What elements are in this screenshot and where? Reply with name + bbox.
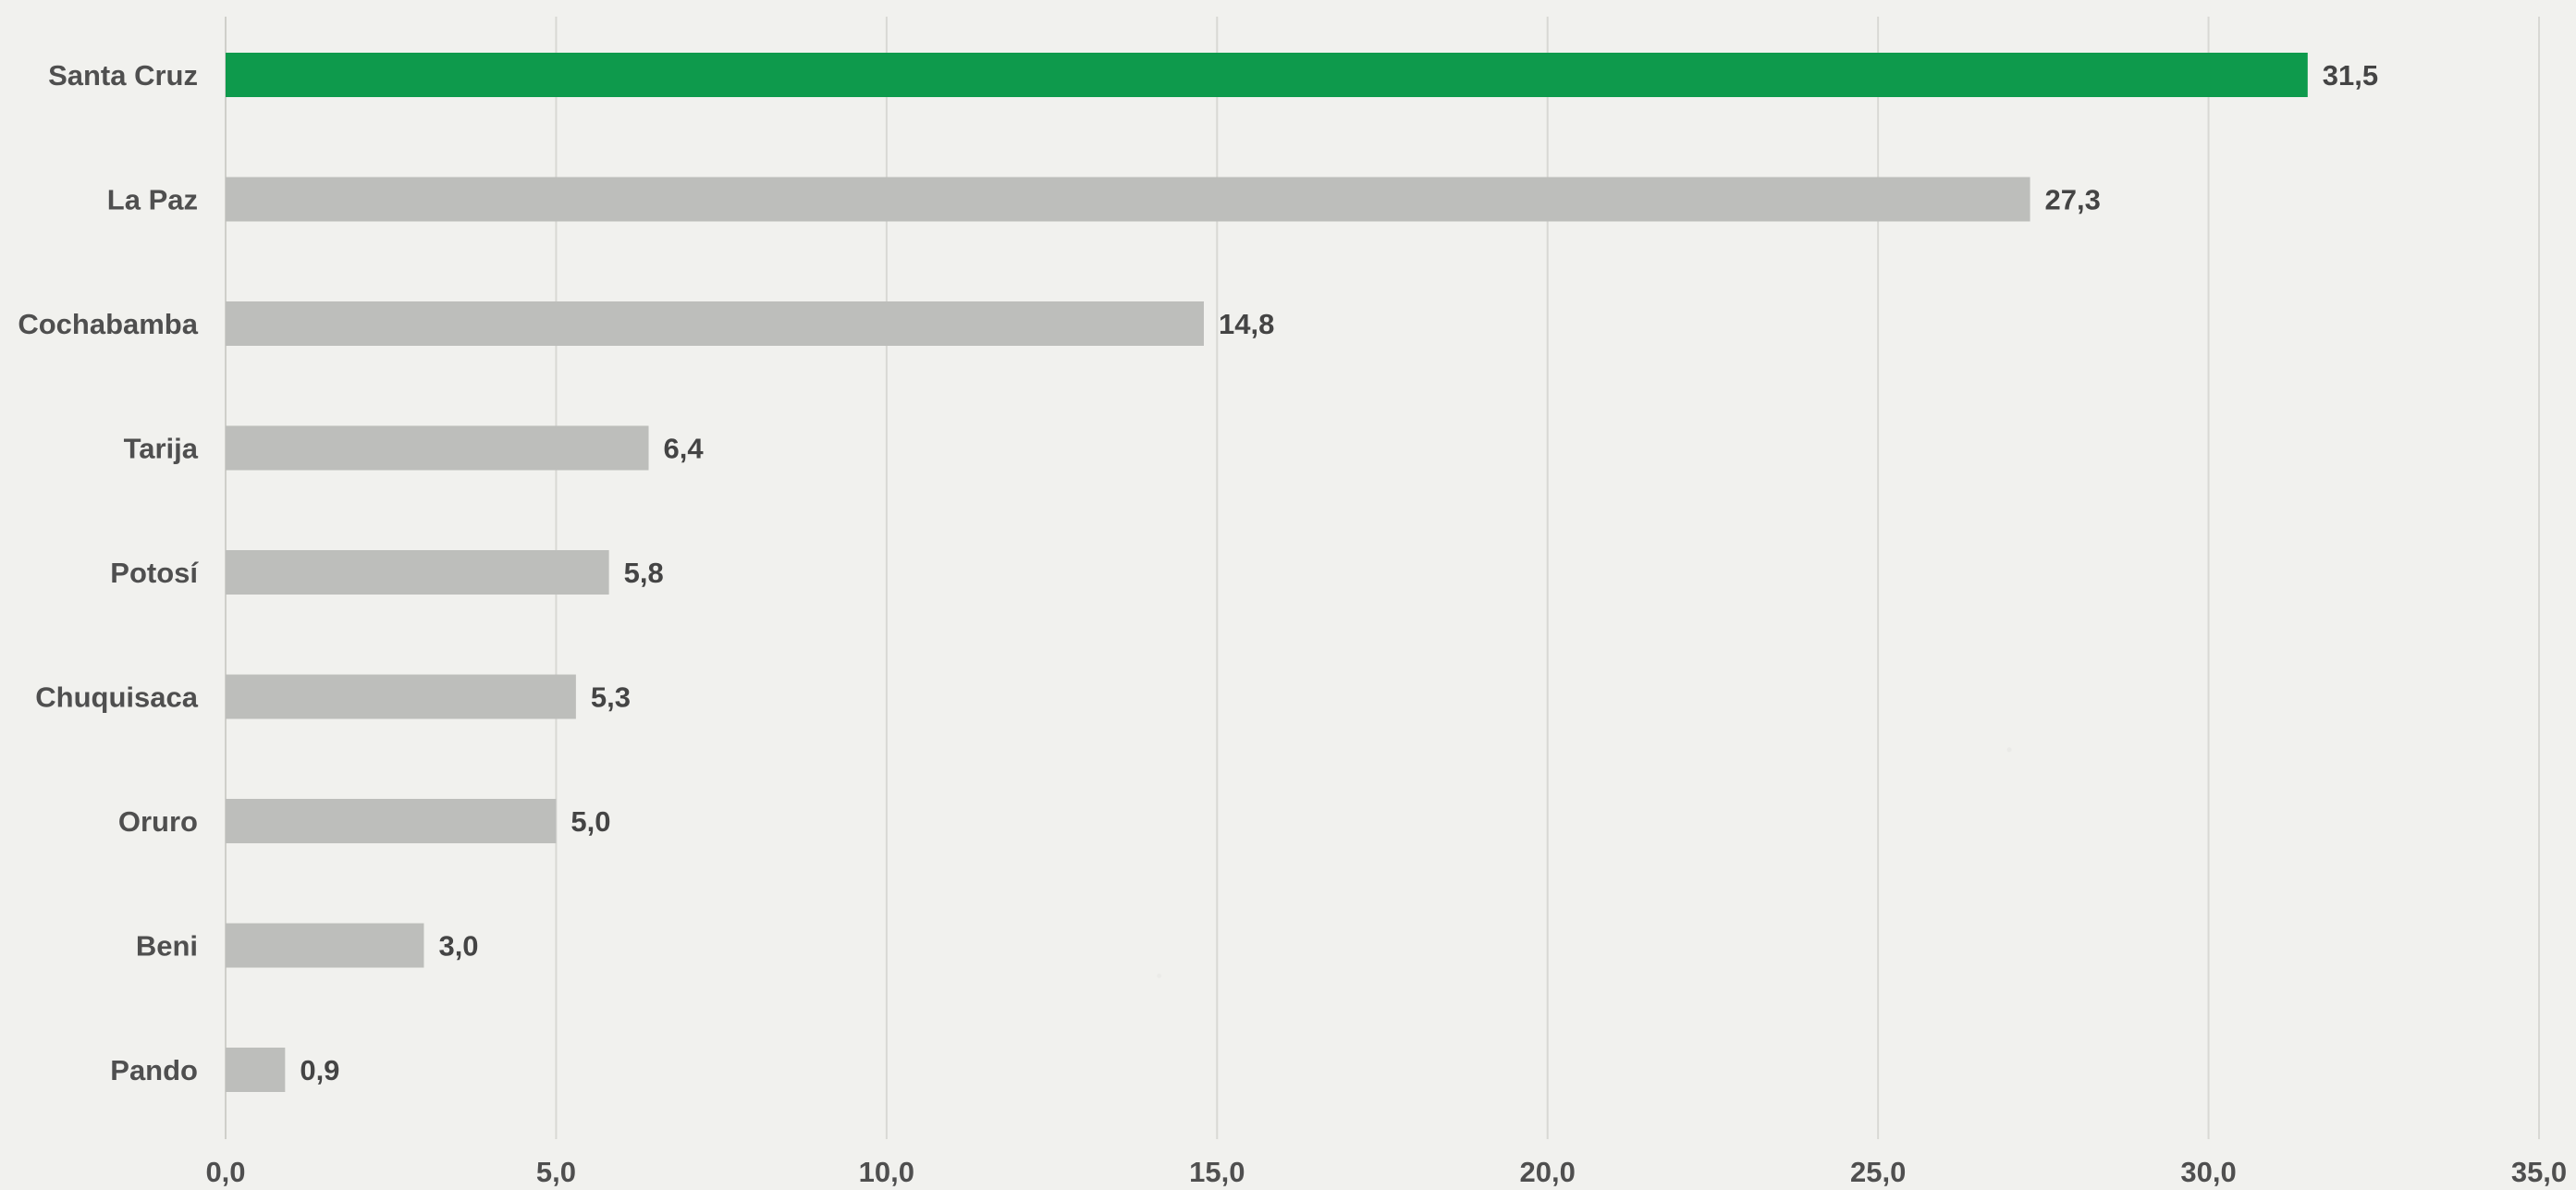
category-label: Potosí: [110, 557, 199, 589]
x-tick-label: 15,0: [1189, 1156, 1245, 1188]
bar-value-label: 5,0: [570, 805, 610, 838]
x-tick-label: 35,0: [2511, 1156, 2567, 1188]
bar-value-label: 3,0: [438, 930, 478, 963]
bar-tarija: [226, 425, 649, 471]
x-tick-label: 5,0: [536, 1156, 576, 1188]
bar-oruro: [226, 799, 557, 843]
x-tick-label: 20,0: [1520, 1156, 1576, 1188]
bar-value-label: 6,4: [664, 433, 705, 465]
x-tick-label: 0,0: [205, 1156, 245, 1188]
bar-value-label: 27,3: [2045, 184, 2101, 216]
x-tick-label: 10,0: [859, 1156, 914, 1188]
category-label: La Paz: [107, 184, 198, 216]
x-tick-label: 25,0: [1850, 1156, 1906, 1188]
bar-chuquisaca: [226, 674, 576, 719]
category-label: Santa Cruz: [48, 59, 198, 92]
bar-value-label: 14,8: [1219, 308, 1274, 340]
bar-value-label: 5,3: [591, 681, 631, 714]
bar-beni: [226, 923, 424, 968]
bar-cochabamba: [226, 301, 1204, 346]
bar-santa-cruz: [226, 53, 2308, 97]
bar-value-label: 31,5: [2323, 59, 2378, 92]
bar-value-label: 5,8: [624, 557, 664, 589]
category-label: Tarija: [124, 433, 199, 465]
bars: [226, 53, 2308, 1092]
bar-la-paz: [226, 177, 2030, 222]
category-label: Beni: [136, 930, 198, 963]
bar-pando: [226, 1048, 286, 1092]
x-tick-label: 30,0: [2180, 1156, 2236, 1188]
bar-value-label: 0,9: [300, 1054, 339, 1086]
category-label: Chuquisaca: [35, 681, 198, 714]
category-label: Cochabamba: [18, 308, 198, 340]
category-label: Pando: [110, 1054, 198, 1086]
bar-potosi: [226, 550, 609, 595]
category-label: Oruro: [118, 805, 198, 838]
